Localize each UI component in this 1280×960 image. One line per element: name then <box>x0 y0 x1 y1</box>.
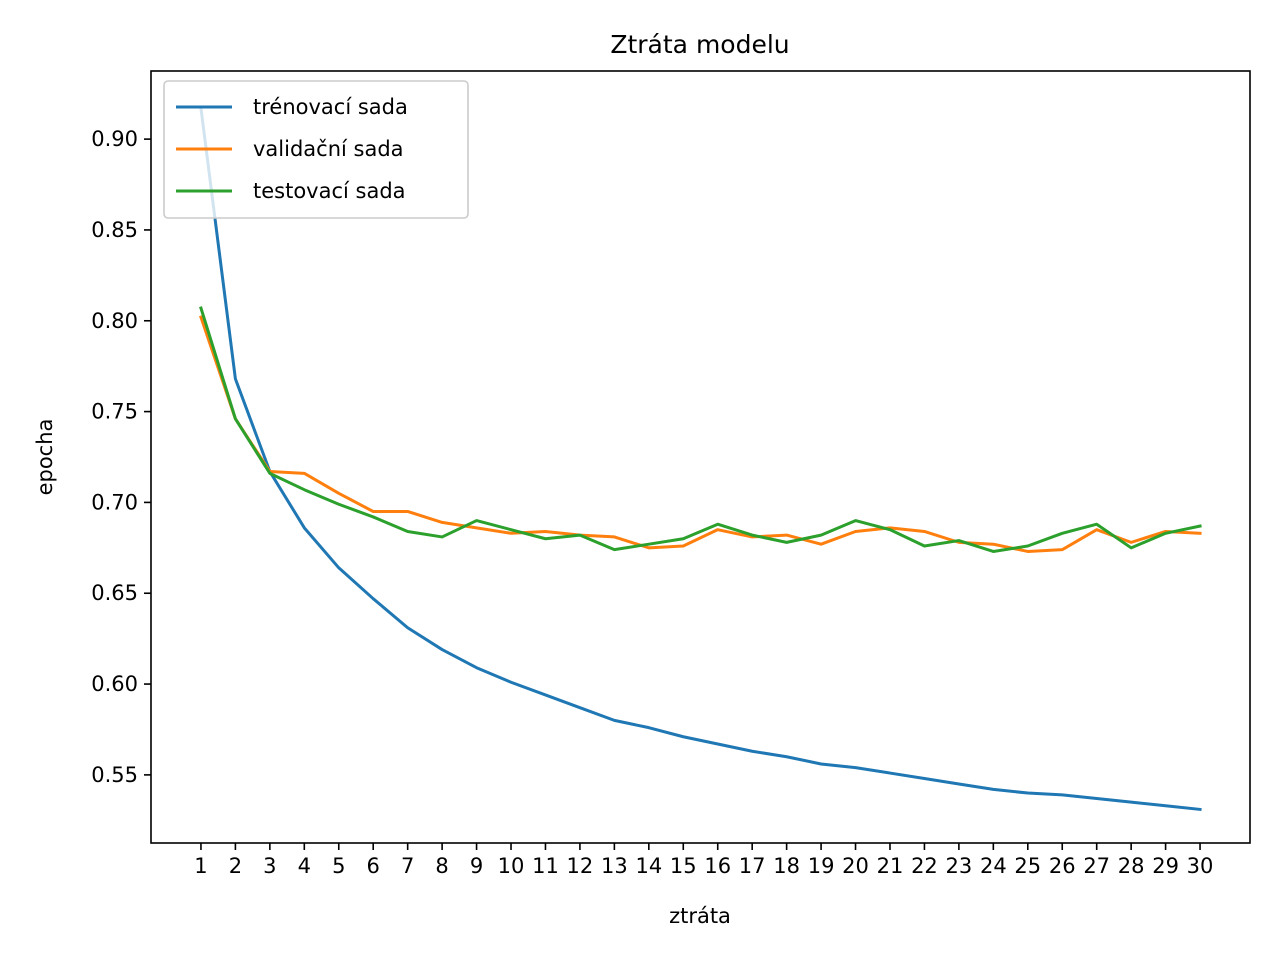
x-tick-label: 27 <box>1083 854 1110 878</box>
x-tick-label: 22 <box>911 854 938 878</box>
y-tick-label: 0.70 <box>91 490 138 514</box>
legend-label: validační sada <box>253 137 404 161</box>
x-tick-label: 16 <box>704 854 731 878</box>
y-axis-label: epocha <box>33 419 57 496</box>
x-tick-label: 15 <box>670 854 697 878</box>
x-axis-label: ztráta <box>669 904 731 928</box>
y-tick-label: 0.80 <box>91 309 138 333</box>
x-tick-label: 19 <box>808 854 835 878</box>
y-tick-label: 0.55 <box>91 763 138 787</box>
x-tick-label: 9 <box>470 854 483 878</box>
x-tick-label: 2 <box>229 854 242 878</box>
x-tick-label: 6 <box>367 854 380 878</box>
x-tick-label: 4 <box>298 854 311 878</box>
series-line <box>199 315 1202 553</box>
x-tick-label: 3 <box>263 854 276 878</box>
x-tick-label: 11 <box>532 854 559 878</box>
legend-box <box>163 80 469 219</box>
x-tick-label: 1 <box>194 854 207 878</box>
x-tick-label: 14 <box>635 854 662 878</box>
legend-label: trénovací sada <box>253 95 408 119</box>
x-tick-label: 5 <box>332 854 345 878</box>
x-tick-label: 28 <box>1118 854 1145 878</box>
x-tick-label: 13 <box>601 854 628 878</box>
x-tick-label: 23 <box>946 854 973 878</box>
x-tick-label: 24 <box>980 854 1007 878</box>
y-tick-label: 0.65 <box>91 581 138 605</box>
chart-title: Ztráta modelu <box>610 30 789 59</box>
x-tick-label: 18 <box>773 854 800 878</box>
x-tick-label: 21 <box>877 854 904 878</box>
x-tick-label: 26 <box>1049 854 1076 878</box>
x-tick-label: 20 <box>842 854 869 878</box>
series-line <box>199 306 1202 553</box>
x-tick-label: 30 <box>1187 854 1214 878</box>
x-tick-label: 8 <box>435 854 448 878</box>
x-tick-label: 25 <box>1014 854 1041 878</box>
x-tick-label: 10 <box>498 854 525 878</box>
y-tick-label: 0.60 <box>91 672 138 696</box>
y-tick-label: 0.90 <box>91 127 138 151</box>
axes-frame <box>150 70 1251 844</box>
legend-label: testovací sada <box>253 179 406 203</box>
plot-area: 1 2 3 4 5 6 7 8 9 10 11 12 13 14 15 16 17 18 19 20 21 22 23 24 2… <box>91 70 1251 878</box>
x-tick-label: 12 <box>567 854 594 878</box>
x-tick-label: 29 <box>1152 854 1179 878</box>
y-tick-label: 0.85 <box>91 218 138 242</box>
y-tick-label: 0.75 <box>91 400 138 424</box>
x-tick-label: 17 <box>739 854 766 878</box>
x-tick-label: 7 <box>401 854 414 878</box>
series-line <box>199 106 1202 812</box>
